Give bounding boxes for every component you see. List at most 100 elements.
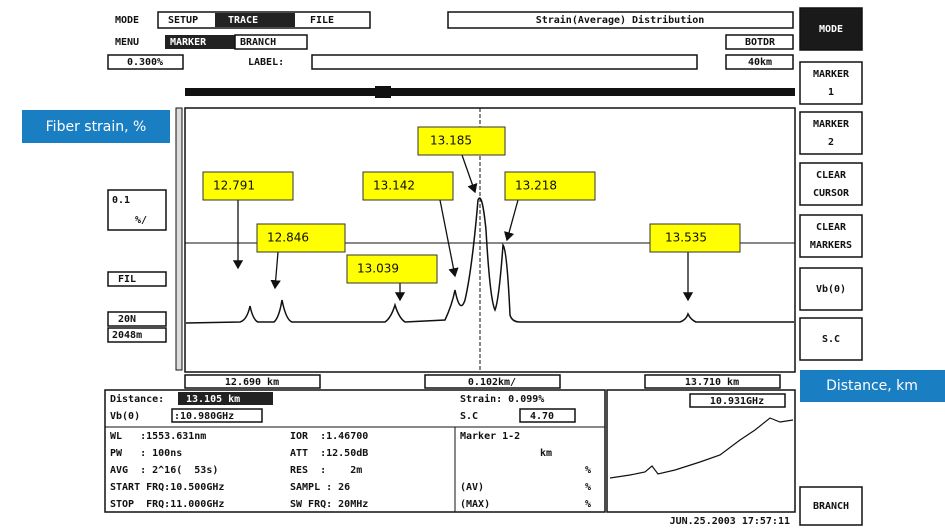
marker-label-box (504, 171, 596, 201)
label-input[interactable] (311, 54, 698, 70)
parameter: PW : 100ns (110, 448, 182, 459)
control: %/ (135, 215, 147, 226)
scale: 0.300% (127, 57, 163, 68)
scroll-thumb[interactable] (375, 86, 391, 98)
marker-label: 13.185 (430, 134, 472, 148)
side-button[interactable] (799, 267, 863, 311)
av-label: (AV) (460, 482, 484, 493)
control: 2048m (112, 330, 142, 341)
max-label: (MAX) (460, 499, 490, 510)
tab[interactable]: SETUP (168, 15, 198, 26)
marker-label-box (362, 171, 454, 201)
marker-title: Marker 1-2 (460, 431, 520, 442)
side-buttons: MODE MARKER 1 MARKER 2 CLEAR CURSOR CLEAR MARKER… (799, 7, 863, 526)
control-box[interactable] (107, 189, 167, 231)
marker-unit: % (585, 482, 591, 493)
instrument-box (725, 34, 794, 50)
marker-label-box (346, 254, 438, 284)
x-axis-annotation-box (800, 370, 945, 402)
side-button-label: 1 (828, 87, 834, 98)
side-button-label: CLEAR (816, 222, 847, 233)
side-button-label: S.C (822, 334, 840, 345)
control: 20N (118, 314, 136, 325)
side-button-label: CURSOR (813, 188, 850, 199)
side-button[interactable] (799, 61, 863, 105)
side-button-label: MARKERS (810, 240, 852, 251)
axis-box (184, 374, 321, 389)
marker-label-box (202, 171, 294, 201)
strain: Strain: 0.099% (460, 393, 544, 405)
trace (185, 197, 794, 324)
axis-box (644, 374, 781, 389)
sc-label: S.C (460, 411, 478, 422)
distance-label: Distance: (110, 393, 164, 405)
parameter: SAMPL : 26 (290, 482, 350, 493)
marker-label: 13.142 (373, 179, 415, 193)
side-button-label: CLEAR (816, 170, 847, 181)
marker-label-box (649, 223, 741, 253)
side-button-label: Vb(0) (816, 284, 846, 295)
side-button[interactable] (799, 214, 863, 258)
arrow (461, 154, 478, 194)
side-button-label: MARKER (813, 119, 850, 130)
side-button-label: MARKER (813, 69, 850, 80)
arrow (270, 251, 281, 290)
arrow (504, 199, 519, 242)
y-axis-annotation: Fiber strain, % (46, 119, 147, 135)
x-axis-annotation: Distance, km (826, 378, 918, 394)
control-box[interactable] (107, 327, 167, 343)
parameter: AVG : 2^16( 53s) (110, 465, 218, 476)
side-button[interactable] (799, 486, 863, 526)
sc: 4.70 (530, 411, 554, 422)
marker-label: 13.535 (665, 231, 707, 245)
tab-active (215, 13, 295, 27)
sc-box (519, 408, 576, 423)
tab[interactable]: TRACE (228, 15, 258, 26)
timestamp: JUN.25.2003 17:57:11 (670, 516, 790, 527)
menu-tab[interactable]: MARKER (170, 37, 207, 48)
marker-label-box (417, 126, 506, 156)
parameters: WL :1553.631nm IOR :1.46700 PW : 100ns ATT … (110, 431, 368, 510)
marker-label: 12.791 (213, 179, 255, 193)
parameter: SW FRQ: 20MHz (290, 499, 368, 510)
marker-unit: % (585, 465, 591, 476)
parameter: STOP FRQ:11.000GHz (110, 499, 224, 510)
control-box[interactable] (107, 271, 167, 287)
vb-box (171, 408, 263, 423)
side-button-label: 2 (828, 137, 834, 148)
menu-tab[interactable]: BRANCH (240, 37, 276, 48)
distance-highlight (178, 392, 273, 405)
vb: :10.980GHz (174, 411, 234, 422)
side-button[interactable] (799, 7, 863, 51)
mini-freq: 10.931GHz (710, 396, 764, 407)
side-button[interactable] (799, 317, 863, 361)
title-box (447, 11, 794, 29)
mode-label: MODE (115, 15, 139, 26)
menu-tab-box (234, 34, 308, 50)
scroll-bar[interactable] (185, 88, 795, 96)
side-button[interactable] (799, 162, 863, 206)
parameter: WL :1553.631nm (110, 431, 206, 442)
scale-box (107, 54, 184, 70)
y-axis-annotation-box (22, 110, 170, 143)
parameter: IOR :1.46700 (290, 431, 368, 442)
distance: 13.105 km (186, 394, 240, 405)
marker-labels: 12.791 12.846 13.039 13.142 13.185 13.21… (202, 126, 741, 302)
range-box (725, 54, 794, 70)
marker-unit: % (585, 499, 591, 510)
range: 40km (748, 57, 772, 68)
control: 0.1 (112, 195, 130, 206)
axis-box (424, 374, 561, 389)
tab[interactable]: FILE (310, 15, 334, 26)
side-button-label: BRANCH (813, 501, 849, 512)
side-button[interactable] (799, 111, 863, 155)
mini-trace (609, 417, 794, 479)
axis-scale: 0.102km/ (468, 377, 516, 388)
parameter: START FRQ:10.500GHz (110, 482, 224, 493)
marker-label: 13.218 (515, 179, 557, 193)
instrument: BOTDR (745, 37, 776, 48)
control-box[interactable] (107, 311, 167, 327)
axis-end: 13.710 km (685, 377, 739, 388)
title: Strain(Average) Distribution (536, 14, 705, 26)
marker-label: 12.846 (267, 231, 309, 245)
